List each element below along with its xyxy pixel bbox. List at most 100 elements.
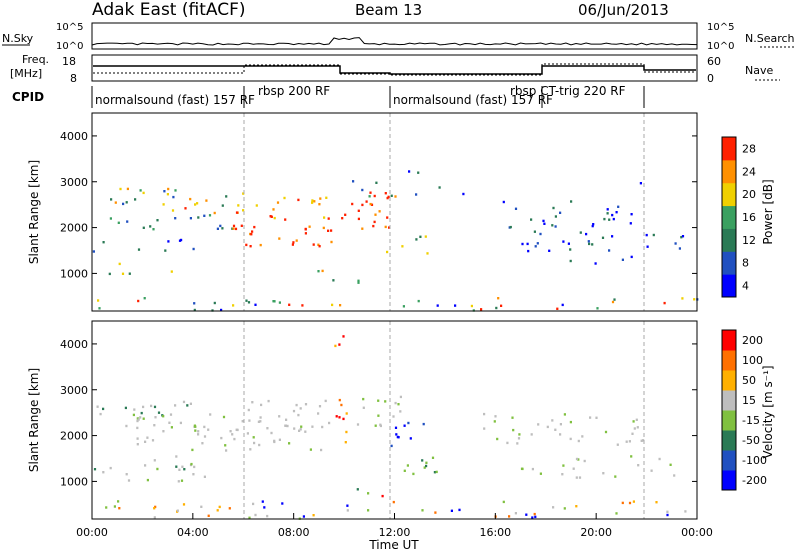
range-gate-cell — [548, 249, 551, 252]
range-gate-cell — [539, 232, 542, 236]
range-gate-cell — [278, 415, 281, 418]
range-gate-cell — [122, 202, 125, 206]
range-gate-cell — [628, 440, 631, 443]
range-gate-cell — [588, 242, 591, 246]
range-gate-cell — [345, 430, 348, 434]
noise-frame — [91, 22, 698, 50]
range-gate-cell — [117, 221, 120, 224]
range-gate-cell — [167, 187, 170, 191]
range-gate-cell — [678, 247, 681, 250]
range-gate-cell — [377, 399, 380, 402]
range-gate-cell — [162, 203, 165, 206]
cpid-panel: CPID normalsound (fast) 157 RF rbsp 200 … — [12, 84, 645, 108]
range-gate-cell — [149, 225, 152, 228]
range-gate-cell — [318, 203, 321, 206]
range-gate-cell — [153, 424, 156, 427]
range-gate-cell — [470, 304, 473, 308]
range-gate-cell — [611, 235, 614, 238]
range-gate-cell — [395, 433, 398, 436]
power-panel: Slant Range [km] 1000 2000 3000 4000 28 24 20… — [27, 112, 775, 312]
range-gate-cell — [562, 464, 565, 467]
range-gate-cell — [180, 238, 183, 242]
x-tick-label: 00:00 — [76, 526, 108, 539]
range-gate-cell — [423, 466, 426, 469]
range-gate-cell — [403, 469, 406, 472]
range-gate-cell — [320, 448, 323, 452]
nave-line — [93, 63, 696, 76]
range-gate-cell — [561, 473, 564, 476]
range-gate-cell — [251, 401, 254, 404]
y-tick-label: 2000 — [60, 222, 88, 235]
range-gate-cell — [669, 463, 672, 466]
range-gate-cell — [193, 308, 196, 312]
velocity-colorbar: 200 100 50 15 -15 -50 -100 -200 — [721, 329, 767, 491]
range-gate-cell — [102, 407, 105, 411]
range-gate-cell — [189, 402, 192, 405]
range-gate-cell — [399, 410, 402, 413]
range-gate-cell — [322, 226, 325, 230]
range-gate-cell — [127, 479, 131, 482]
range-gate-cell — [219, 224, 222, 228]
noise-right-bottom-tick: 10^0 — [707, 41, 734, 52]
range-gate-cell — [142, 226, 145, 229]
range-gate-cell — [128, 272, 131, 275]
range-gate-cell — [266, 427, 269, 430]
range-gate-cell — [394, 401, 397, 405]
range-gate-cell — [319, 197, 322, 200]
range-gate-cell — [224, 444, 227, 447]
range-gate-cell — [372, 224, 375, 228]
range-gate-cell — [591, 243, 594, 246]
range-gate-cell — [156, 467, 159, 471]
range-gate-cell — [386, 216, 389, 219]
velocity-y-axis: 1000 2000 3000 4000 — [60, 338, 697, 488]
colorbar-swatch — [722, 350, 736, 371]
range-gate-cell — [142, 405, 145, 409]
nave-label: Nave — [745, 64, 773, 77]
colorbar-swatch — [722, 251, 736, 275]
time-xlabel: Time UT — [368, 538, 419, 552]
range-gate-cell — [255, 204, 258, 207]
range-gate-cell — [197, 430, 200, 433]
range-gate-cell — [615, 211, 618, 214]
range-gate-cell — [390, 444, 393, 448]
range-gate-cell — [292, 241, 295, 244]
range-gate-cell — [581, 435, 584, 438]
range-gate-cell — [611, 300, 615, 304]
range-gate-cell — [193, 465, 196, 469]
date-title: 06/Jun/2013 — [578, 1, 669, 19]
range-gate-cell — [139, 416, 142, 419]
range-gate-cell — [527, 249, 530, 253]
range-gate-cell — [408, 170, 411, 173]
velocity-frame — [91, 320, 698, 520]
freq-frame — [91, 54, 698, 82]
range-gate-cell — [132, 413, 135, 417]
range-gate-cell — [344, 441, 347, 444]
range-gate-cell — [194, 429, 197, 432]
range-gate-cell — [415, 238, 418, 241]
range-gate-cell — [203, 214, 206, 217]
range-gate-cell — [171, 209, 175, 212]
range-gate-cell — [221, 204, 224, 207]
range-gate-cell — [207, 514, 210, 517]
range-gate-cell — [495, 306, 498, 310]
range-gate-cell — [163, 190, 166, 193]
range-gate-cell — [575, 476, 578, 479]
range-gate-cell — [330, 240, 333, 244]
range-gate-cell — [189, 217, 192, 220]
range-gate-cell — [203, 435, 207, 438]
range-gate-cell — [252, 436, 255, 439]
range-gate-cell — [191, 448, 194, 452]
range-gate-cell — [96, 405, 99, 408]
range-gate-cell — [201, 442, 204, 445]
range-gate-cell — [377, 414, 380, 417]
colorbar-tick-label: 4 — [742, 280, 749, 293]
range-gate-cell — [190, 462, 193, 466]
range-gate-cell — [246, 432, 249, 435]
range-gate-cell — [628, 501, 632, 505]
range-gate-cell — [374, 213, 377, 216]
range-gate-cell — [517, 437, 521, 440]
range-gate-cell — [330, 229, 333, 232]
colorbar-tick-label: 12 — [742, 234, 756, 247]
